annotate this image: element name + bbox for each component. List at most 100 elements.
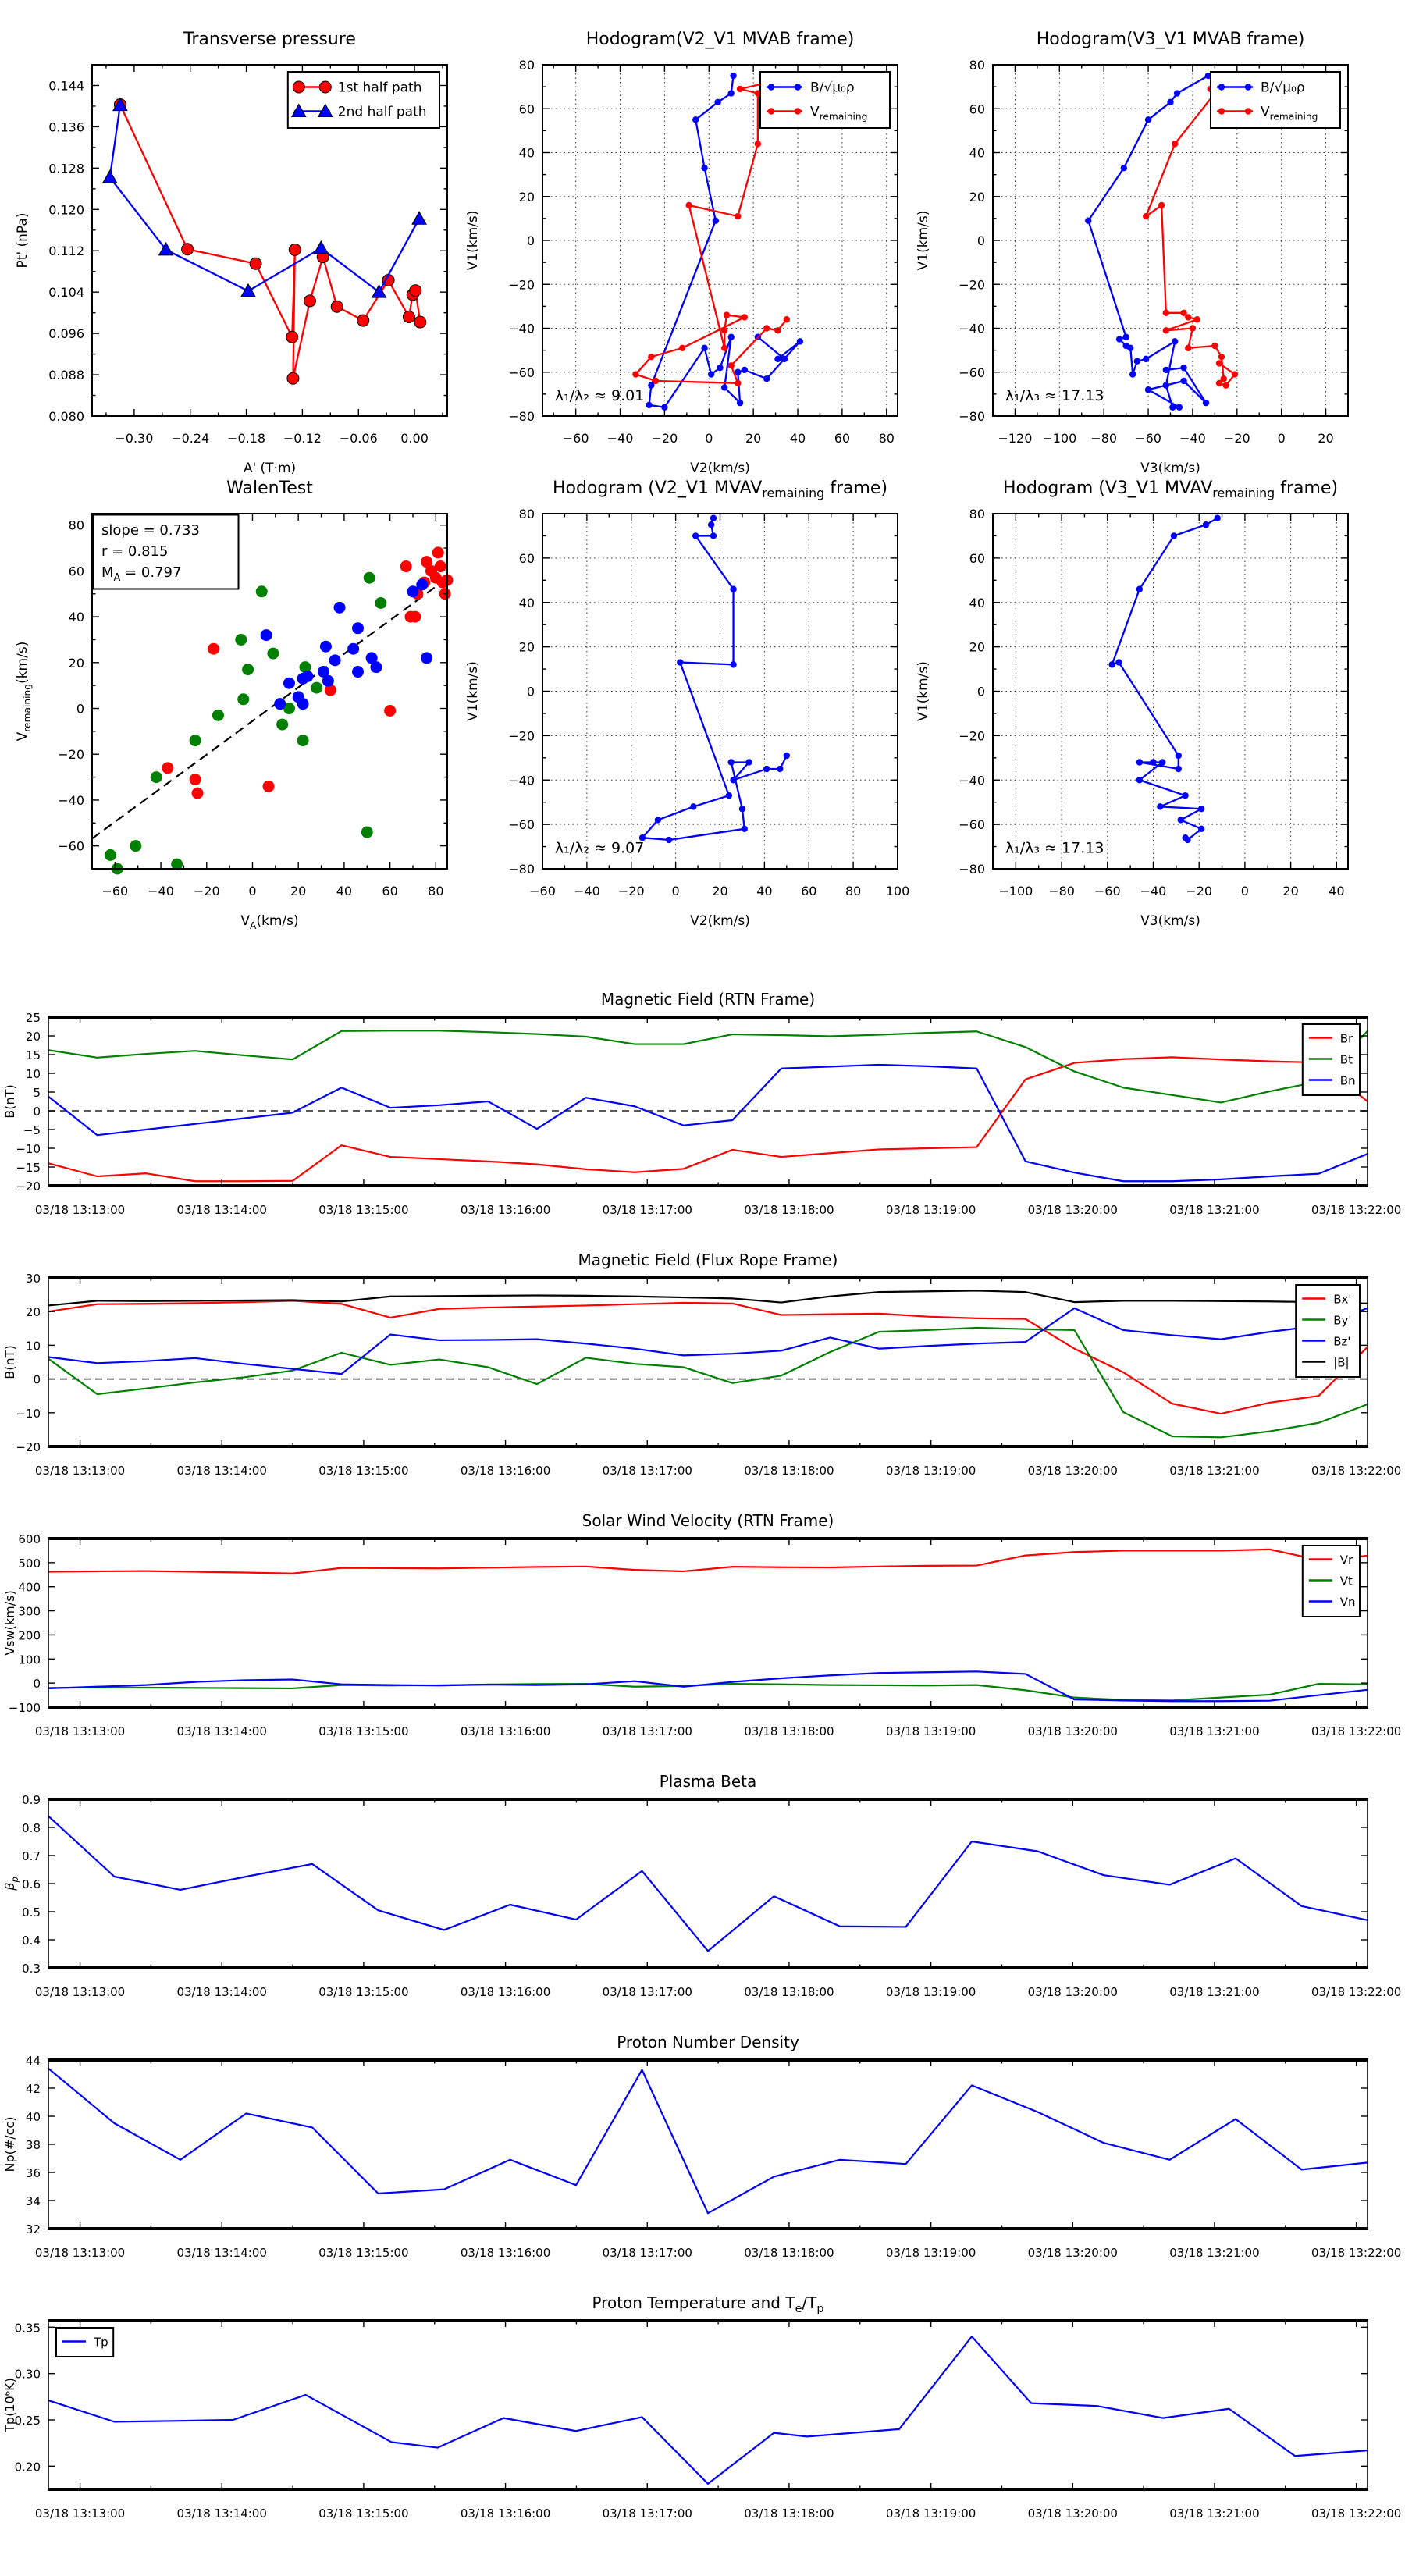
svg-text:44: 44 [26,2054,41,2068]
svg-text:−20: −20 [959,277,985,292]
svg-text:0.080: 0.080 [48,409,84,424]
svg-text:03/18 13:22:00: 03/18 13:22:00 [1311,1724,1401,1738]
svg-text:0.6: 0.6 [22,1877,41,1891]
svg-text:03/18 13:20:00: 03/18 13:20:00 [1028,2246,1118,2260]
svg-text:03/18 13:13:00: 03/18 13:13:00 [35,1203,125,1217]
svg-text:−60: −60 [101,884,128,898]
svg-text:03/18 13:15:00: 03/18 13:15:00 [318,2246,408,2260]
svg-text:Solar Wind Velocity (RTN Frame: Solar Wind Velocity (RTN Frame) [582,1511,834,1530]
svg-text:20: 20 [1282,884,1298,898]
svg-text:03/18 13:13:00: 03/18 13:13:00 [35,2246,125,2260]
svg-text:40: 40 [756,884,772,898]
svg-text:Tp(10⁶K): Tp(10⁶K) [2,2378,17,2433]
svg-text:Vr: Vr [1340,1553,1353,1567]
svg-text:0: 0 [248,884,256,898]
svg-text:03/18 13:18:00: 03/18 13:18:00 [744,1464,834,1478]
svg-text:40: 40 [790,431,806,446]
svg-text:−100: −100 [9,1701,41,1715]
svg-text:0.00: 0.00 [400,431,429,446]
svg-text:42: 42 [26,2082,41,2096]
svg-text:slope = 0.733: slope = 0.733 [101,522,200,539]
svg-text:B(nT): B(nT) [2,1084,17,1118]
svg-text:03/18 13:19:00: 03/18 13:19:00 [886,2507,976,2521]
svg-text:40: 40 [519,596,535,610]
svg-text:−80: −80 [508,409,535,424]
svg-text:03/18 13:16:00: 03/18 13:16:00 [461,2246,550,2260]
svg-text:03/18 13:16:00: 03/18 13:16:00 [461,1203,550,1217]
svg-text:0: 0 [76,702,84,717]
svg-text:40: 40 [69,610,84,624]
svg-text:0.120: 0.120 [48,202,84,217]
svg-text:V2(km/s): V2(km/s) [690,461,750,476]
svg-text:03/18 13:14:00: 03/18 13:14:00 [177,1203,267,1217]
svg-text:0.5: 0.5 [22,1905,41,1920]
svg-text:|B|: |B| [1333,1356,1349,1370]
svg-text:−40: −40 [1140,884,1167,898]
svg-text:0: 0 [1241,884,1249,898]
svg-text:20: 20 [969,640,985,655]
svg-text:03/18 13:15:00: 03/18 13:15:00 [318,1464,408,1478]
svg-text:60: 60 [801,884,816,898]
svg-text:Proton Temperature and Te/Tp: Proton Temperature and Te/Tp [592,2293,823,2315]
svg-text:0.144: 0.144 [48,78,84,93]
svg-text:−40: −40 [508,322,535,336]
svg-text:−20: −20 [508,728,535,743]
chart-hodogram-v2v1-mvav: −60 −40 −20 0 20 40 60 80 100 −80 −60 −40 −20 0 20 40 60… [465,479,909,929]
svg-text:60: 60 [834,431,850,446]
svg-text:03/18 13:21:00: 03/18 13:21:00 [1169,2507,1259,2521]
svg-text:03/18 13:21:00: 03/18 13:21:00 [1169,2246,1259,2260]
svg-text:03/18 13:20:00: 03/18 13:20:00 [1028,1985,1118,1999]
svg-text:0.112: 0.112 [48,244,84,258]
svg-text:−40: −40 [959,322,985,336]
svg-text:0.136: 0.136 [48,119,84,134]
svg-text:5: 5 [33,1086,41,1100]
svg-text:Np(#/cc): Np(#/cc) [2,2117,17,2172]
svg-text:60: 60 [382,884,397,898]
svg-text:Vremaining: Vremaining [1261,105,1318,123]
svg-text:20: 20 [712,884,727,898]
svg-text:40: 40 [1329,884,1344,898]
svg-text:03/18 13:20:00: 03/18 13:20:00 [1028,1464,1118,1478]
svg-text:60: 60 [969,551,985,566]
svg-text:0: 0 [977,233,985,248]
svg-text:80: 80 [969,58,985,73]
svg-text:V3(km/s): V3(km/s) [1140,913,1200,929]
svg-text:03/18 13:18:00: 03/18 13:18:00 [744,1203,834,1217]
svg-text:0.25: 0.25 [15,2414,41,2428]
svg-text:0.104: 0.104 [48,285,84,300]
svg-text:0.3: 0.3 [22,1962,41,1976]
svg-text:80: 80 [519,507,535,521]
svg-text:03/18 13:17:00: 03/18 13:17:00 [603,2507,692,2521]
svg-text:λ₁/λ₂ ≈ 9.07: λ₁/λ₂ ≈ 9.07 [555,840,644,857]
svg-text:−20: −20 [508,277,535,292]
svg-text:03/18 13:15:00: 03/18 13:15:00 [318,1724,408,1738]
chart-transverse-pressure: −0.30 −0.24 −0.18 −0.12 −0.06 0.00 0.080 0.088 0… [15,30,448,476]
svg-text:V3(km/s): V3(km/s) [1140,461,1200,476]
svg-text:0.8: 0.8 [22,1821,41,1835]
svg-text:0.35: 0.35 [15,2321,41,2335]
svg-text:20: 20 [1318,431,1333,446]
svg-text:03/18 13:17:00: 03/18 13:17:00 [603,2246,692,2260]
svg-text:Proton Number Density: Proton Number Density [617,2033,799,2051]
svg-text:−20: −20 [1186,884,1212,898]
svg-text:−60: −60 [1094,884,1121,898]
svg-text:10: 10 [26,1339,41,1353]
svg-text:03/18 13:20:00: 03/18 13:20:00 [1028,1724,1118,1738]
svg-text:20: 20 [745,431,761,446]
svg-text:500: 500 [18,1557,41,1571]
svg-text:B(nT): B(nT) [2,1345,17,1379]
svg-text:30: 30 [26,1272,41,1286]
svg-text:λ₁/λ₃ ≈ 17.13: λ₁/λ₃ ≈ 17.13 [1005,387,1104,404]
svg-text:15: 15 [26,1048,41,1062]
svg-text:A' (T·m): A' (T·m) [244,461,296,476]
svg-text:Bz': Bz' [1333,1335,1350,1349]
svg-text:Bt: Bt [1340,1053,1353,1067]
svg-text:03/18 13:13:00: 03/18 13:13:00 [35,1724,125,1738]
svg-text:−40: −40 [607,431,634,446]
svg-text:−60: −60 [1135,431,1161,446]
svg-text:−10: −10 [16,1407,41,1421]
svg-text:Vn: Vn [1340,1596,1356,1610]
svg-text:−0.18: −0.18 [227,431,265,446]
